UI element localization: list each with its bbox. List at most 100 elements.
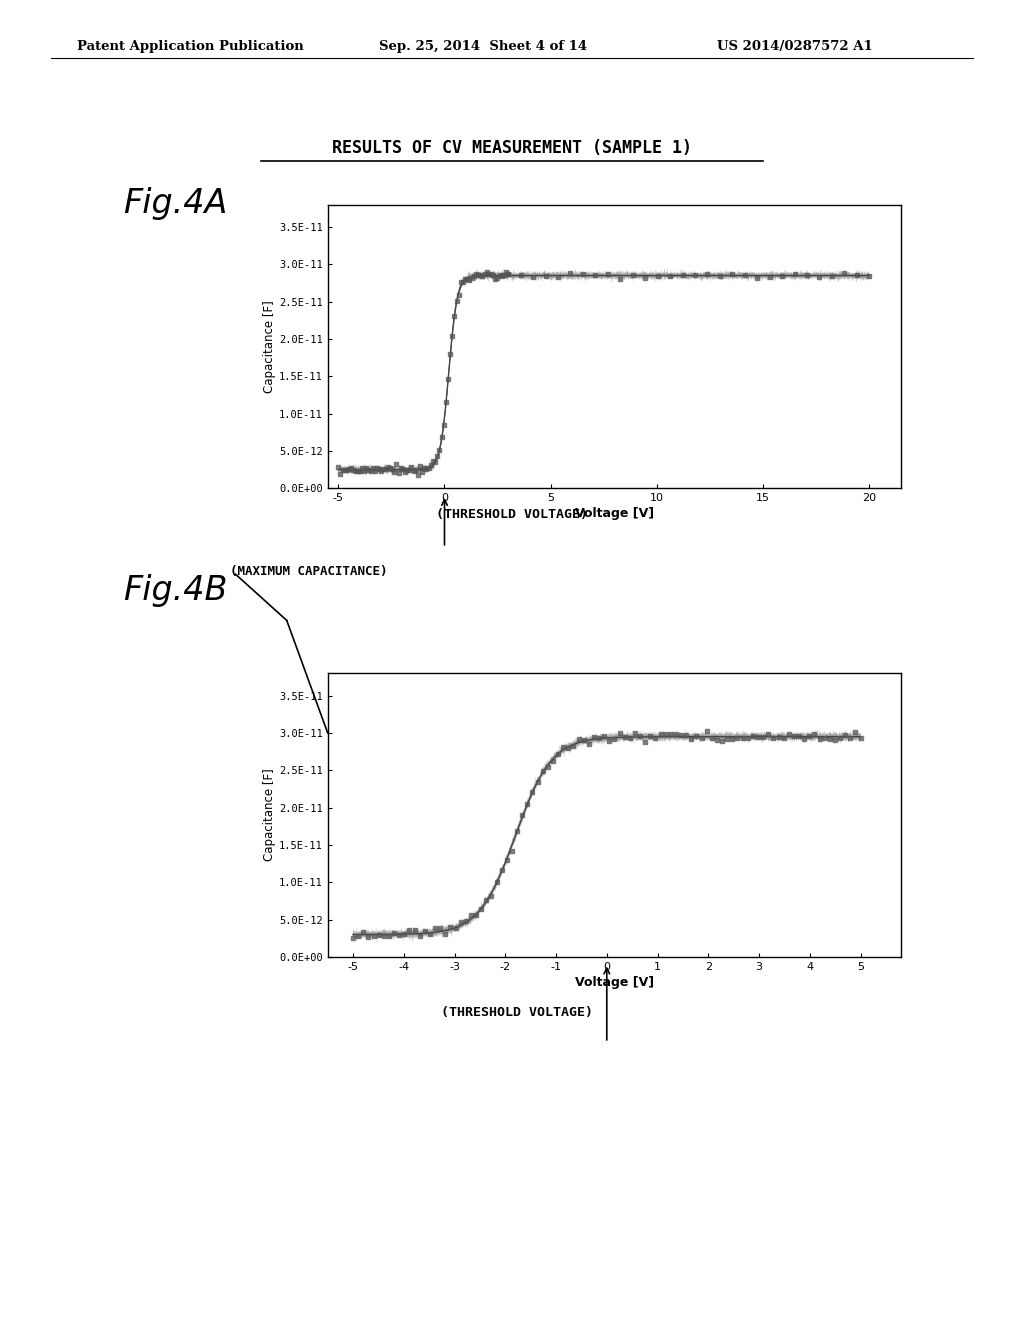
Point [442,916,459,937]
Point [545,750,561,771]
Point [417,921,433,942]
Point [394,458,411,479]
Point [412,455,428,477]
Point [736,265,753,286]
Point [791,726,807,747]
Point [849,265,865,286]
Point [649,265,666,286]
Point [744,725,761,746]
Point [461,269,477,290]
Point [412,925,428,946]
Point [478,890,495,911]
Point [356,461,373,482]
Point [673,725,689,746]
Point [459,269,475,290]
Point [487,268,504,289]
Point [709,729,725,750]
Point [427,451,443,473]
Point [699,263,716,284]
Point [371,458,387,479]
Point [388,454,404,475]
Point [831,727,848,748]
Point [625,264,641,285]
Point [392,457,409,478]
Point [600,263,616,284]
Point [500,263,516,284]
Point [565,735,582,756]
Point [472,264,488,285]
Point [360,459,377,480]
Point [466,265,482,286]
Point [821,729,838,750]
Text: Sep. 25, 2014  Sheet 4 of 14: Sep. 25, 2014 Sheet 4 of 14 [379,40,587,53]
Y-axis label: Capacitance [F]: Capacitance [F] [263,768,276,862]
Point [473,898,489,919]
Point [489,268,506,289]
Point [749,268,765,289]
Point [574,264,591,285]
Point [861,265,878,286]
Point [453,911,469,932]
Point [755,726,771,747]
Point [366,925,382,946]
Point [444,325,461,346]
Point [371,924,387,945]
Point [555,737,571,758]
Point [524,781,541,803]
Point [408,459,424,480]
Point [478,261,495,282]
Point [719,729,735,750]
Point [774,265,791,286]
Point [647,727,664,748]
Point [362,461,379,482]
Point [837,261,853,282]
Point [560,738,577,759]
Point [451,285,467,306]
Point [683,729,699,750]
Point [476,264,493,285]
Point [509,820,525,841]
Point [418,458,434,479]
Point [514,804,530,825]
Point [485,264,502,285]
Text: US 2014/0287572 A1: US 2014/0287572 A1 [717,40,872,53]
Point [796,729,812,750]
Point [399,459,416,480]
Point [581,733,597,754]
Text: (THRESHOLD VOLTAGE): (THRESHOLD VOLTAGE) [441,1006,593,1019]
Point [380,457,396,478]
Point [463,904,479,925]
Point [762,267,778,288]
Point [562,263,579,284]
Point [816,727,833,748]
Point [391,924,408,945]
Point [663,723,679,744]
Text: (MAXIMUM CAPACITANCE): (MAXIMUM CAPACITANCE) [230,565,388,578]
Point [847,722,863,743]
Point [432,917,449,939]
Point [632,726,648,747]
Point [396,462,413,483]
Point [657,723,674,744]
Point [637,267,653,288]
Text: RESULTS OF CV MEASUREMENT (SAMPLE 1): RESULTS OF CV MEASUREMENT (SAMPLE 1) [332,139,692,157]
Point [414,461,430,482]
Point [349,461,366,482]
Text: (THRESHOLD VOLTAGE): (THRESHOLD VOLTAGE) [436,508,588,521]
Point [337,459,353,480]
Point [367,461,383,482]
Point [401,919,418,940]
Point [492,264,508,285]
Point [786,263,803,284]
Point [330,457,346,478]
Point [437,392,454,413]
Point [470,265,486,286]
Point [433,426,450,447]
Point [612,268,629,289]
Point [384,458,400,479]
Point [724,729,740,750]
Point [353,458,370,479]
Point [586,726,602,747]
Point [591,727,607,748]
Point [642,726,658,747]
